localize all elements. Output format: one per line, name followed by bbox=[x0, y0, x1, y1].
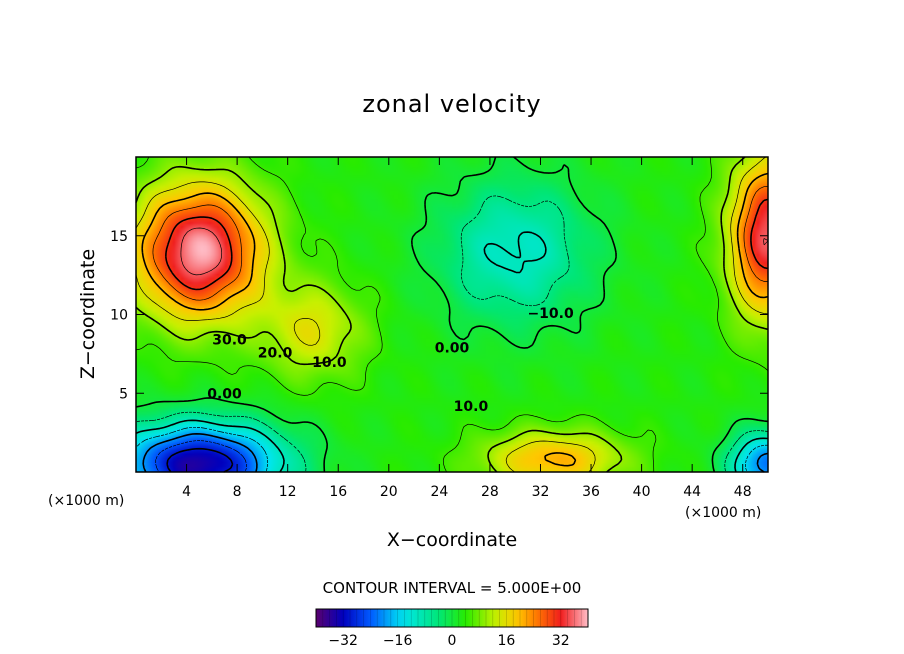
contour-labels: 30.0 20.0 10.0 0.00 0.00 10.0 −10.0 bbox=[207, 306, 574, 415]
y-tick-label: 10 bbox=[110, 308, 128, 324]
x-tick-label: 20 bbox=[380, 484, 398, 500]
contour-value-label: 0.00 bbox=[207, 386, 242, 402]
y-tick-label: 15 bbox=[110, 229, 128, 245]
chart-title: zonal velocity bbox=[362, 90, 541, 118]
x-unit-left: (×1000 m) bbox=[48, 493, 124, 509]
contour-value-label: 0.00 bbox=[435, 341, 470, 357]
contour-value-label: 20.0 bbox=[258, 345, 293, 361]
colorbar-tick-label: −16 bbox=[383, 633, 413, 649]
colorbar-gradient bbox=[316, 609, 588, 627]
contour-value-label: 30.0 bbox=[212, 333, 247, 349]
contour-line bbox=[152, 186, 769, 301]
colorbar-frame bbox=[315, 608, 589, 628]
x-tick-label: 8 bbox=[233, 484, 242, 500]
contour-line bbox=[135, 156, 769, 473]
x-tick-label: 24 bbox=[430, 484, 448, 500]
contour-interval-text: CONTOUR INTERVAL = 5.000E+00 bbox=[323, 579, 582, 597]
contour-line bbox=[141, 172, 769, 467]
x-tick-label: 48 bbox=[734, 484, 752, 500]
colorbar: −32 −16 0 16 32 bbox=[315, 608, 589, 649]
contour-lines bbox=[135, 156, 769, 473]
contour-line bbox=[155, 440, 247, 473]
contour-line bbox=[135, 195, 769, 473]
contour-line bbox=[135, 426, 769, 473]
contour-line bbox=[135, 156, 769, 473]
x-tick-label: 44 bbox=[683, 484, 701, 500]
contour-line bbox=[135, 156, 769, 473]
x-tick-label: 28 bbox=[481, 484, 499, 500]
x-unit-right: (×1000 m) bbox=[685, 505, 761, 521]
contour-value-label: −10.0 bbox=[527, 306, 574, 322]
y-axis-title: Z−coordinate bbox=[77, 249, 99, 379]
contour-value-label: 10.0 bbox=[454, 399, 489, 415]
y-axis-ticks: 5 10 15 bbox=[110, 229, 768, 402]
contour-line bbox=[165, 198, 769, 291]
x-axis-title: X−coordinate bbox=[387, 529, 517, 551]
x-tick-label: 36 bbox=[582, 484, 600, 500]
contour-line bbox=[142, 433, 769, 473]
colorbar-ticks: −32 −16 0 16 32 bbox=[328, 633, 569, 649]
colorbar-tick-label: −32 bbox=[328, 633, 358, 649]
x-tick-label: 4 bbox=[182, 484, 191, 500]
x-axis-ticks: 4 8 12 16 20 24 28 32 36 40 44 48 bbox=[182, 157, 752, 500]
x-tick-label: 40 bbox=[633, 484, 651, 500]
velocity-heatmap bbox=[136, 157, 768, 472]
x-tick-label: 32 bbox=[532, 484, 550, 500]
contour-line bbox=[135, 231, 769, 473]
colorbar-stripes bbox=[322, 609, 582, 627]
colorbar-tick-label: 0 bbox=[448, 633, 457, 649]
y-tick-label: 5 bbox=[119, 386, 128, 402]
colorbar-tick-label: 32 bbox=[552, 633, 570, 649]
contour-value-label: 10.0 bbox=[312, 355, 347, 371]
contour-line bbox=[135, 156, 769, 473]
colorbar-tick-label: 16 bbox=[497, 633, 515, 649]
contour-line bbox=[166, 447, 234, 473]
x-tick-label: 16 bbox=[329, 484, 347, 500]
contour-line bbox=[180, 227, 769, 276]
x-tick-label: 12 bbox=[279, 484, 297, 500]
